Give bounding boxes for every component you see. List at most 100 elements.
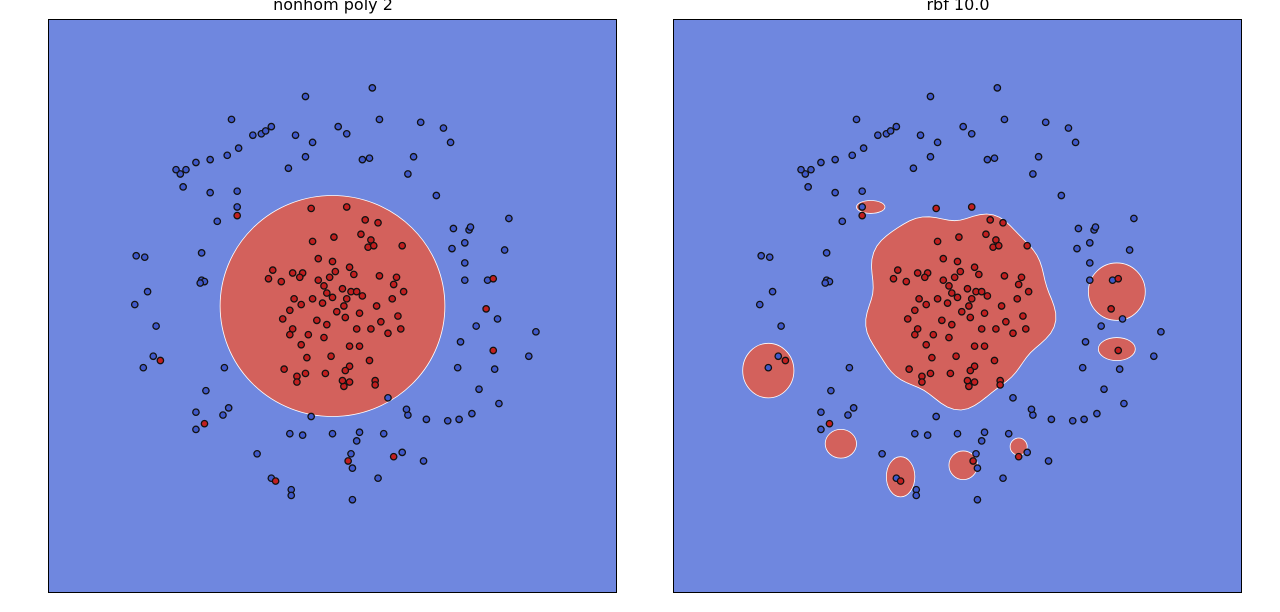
point-red: [980, 309, 989, 318]
data-points: [755, 84, 1165, 504]
positive-region: [219, 195, 446, 417]
point-blue: [838, 217, 847, 226]
point-red: [349, 270, 358, 279]
point-red: [950, 273, 959, 282]
point-blue: [284, 164, 293, 173]
point-red: [318, 299, 327, 307]
point-blue: [999, 474, 1007, 483]
point-blue: [1149, 352, 1158, 361]
point-red: [992, 325, 1000, 333]
point-blue: [192, 158, 200, 167]
point-blue: [886, 127, 895, 135]
point-red: [966, 313, 975, 322]
point-blue: [307, 412, 316, 421]
point-blue: [460, 259, 469, 267]
point-blue: [1118, 315, 1127, 323]
point-red: [322, 320, 331, 329]
point-blue: [912, 491, 921, 500]
point-blue: [797, 165, 805, 174]
point-blue: [404, 170, 412, 178]
point-blue: [1097, 322, 1106, 330]
point-blue: [1044, 457, 1053, 465]
point-blue: [1009, 393, 1017, 402]
point-blue: [1091, 223, 1100, 231]
point-blue: [468, 409, 476, 418]
point-red: [967, 294, 976, 303]
point-red: [338, 284, 347, 293]
point-red: [986, 216, 995, 224]
point-blue: [227, 115, 236, 124]
point-blue: [1071, 138, 1080, 147]
point-red: [903, 315, 912, 323]
point-blue: [1157, 327, 1165, 336]
point-red: [905, 365, 913, 373]
point-red: [308, 294, 317, 303]
point-red: [947, 320, 956, 329]
point-blue: [448, 244, 456, 253]
point-red: [983, 292, 992, 300]
point-blue: [859, 144, 868, 152]
point-blue: [993, 84, 1002, 92]
point-red: [268, 266, 277, 274]
point-blue: [777, 322, 785, 330]
point-blue: [804, 183, 812, 191]
left-panel-title: nonhom poly 2: [273, 0, 393, 14]
point-red: [922, 340, 931, 349]
point-red: [1013, 294, 1022, 303]
point-red: [372, 302, 381, 310]
point-blue: [959, 122, 968, 131]
point-blue: [768, 287, 777, 296]
point-red: [388, 294, 397, 303]
point-blue: [774, 352, 783, 361]
point-blue: [182, 165, 190, 174]
point-red: [297, 340, 306, 349]
point-red: [332, 307, 341, 316]
point-blue: [757, 251, 766, 260]
point-red: [933, 237, 942, 246]
point-red: [1000, 272, 1009, 280]
point-blue: [179, 183, 187, 191]
point-red: [1017, 273, 1026, 282]
point-blue: [206, 155, 215, 164]
point-blue: [1034, 152, 1043, 161]
point-red: [1024, 287, 1033, 296]
point-blue: [967, 129, 976, 138]
point-blue: [202, 386, 210, 395]
point-red: [394, 312, 402, 320]
plot-frame: [673, 19, 1242, 593]
point-red: [398, 241, 407, 250]
point-red: [893, 266, 902, 274]
point-blue: [910, 429, 919, 438]
point-blue: [419, 457, 428, 465]
point-red: [358, 292, 367, 300]
point-red: [233, 211, 242, 220]
point-red: [902, 277, 911, 286]
point-red: [301, 369, 310, 378]
point-red: [200, 419, 209, 428]
point-red: [355, 342, 364, 351]
point-red: [156, 356, 165, 365]
point-blue: [143, 287, 152, 296]
point-blue: [932, 412, 941, 421]
point-blue: [1115, 365, 1124, 373]
point-blue: [858, 203, 867, 211]
point-red: [938, 316, 946, 325]
point-red: [1114, 274, 1123, 283]
point-blue: [817, 158, 825, 167]
point-blue: [1085, 276, 1094, 285]
point-red: [957, 307, 966, 316]
point-blue: [301, 92, 310, 101]
point-blue: [977, 437, 986, 445]
point-blue: [817, 408, 825, 417]
point-blue: [287, 491, 296, 500]
point-red: [922, 300, 931, 309]
point-blue: [524, 352, 533, 361]
point-red: [910, 330, 919, 339]
point-blue: [355, 428, 364, 437]
point-red: [345, 263, 354, 272]
point-red: [314, 254, 323, 263]
point-red: [939, 254, 948, 263]
point-blue: [873, 131, 882, 140]
point-blue: [267, 122, 276, 131]
point-blue: [192, 425, 200, 434]
